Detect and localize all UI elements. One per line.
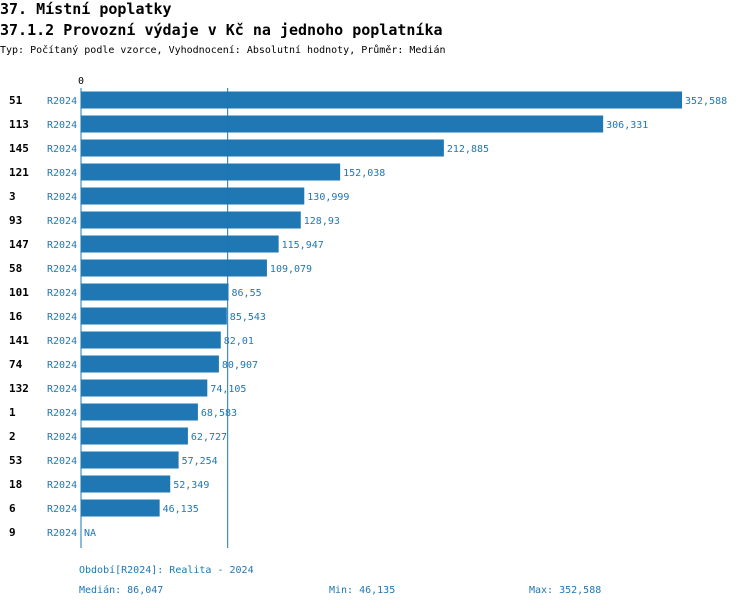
value-label: 115,947 [282,240,324,251]
value-label: 85,543 [230,312,266,323]
row-id-label: 141 [9,334,29,347]
data-bar [81,283,229,301]
value-label: 68,583 [201,408,237,419]
data-bar [81,355,219,373]
value-label: 46,135 [163,504,199,515]
row-id-label: 147 [9,238,29,251]
row-id-label: 145 [9,142,29,155]
row-id-label: 53 [9,454,22,467]
row-id-label: 2 [9,430,16,443]
data-bar [81,307,227,325]
row-id-label: 1 [9,406,16,419]
data-bar [81,499,160,517]
row-period-label: R2024 [47,216,77,227]
row-id-label: 132 [9,382,29,395]
value-label: 306,331 [606,120,648,131]
row-period-label: R2024 [47,480,77,491]
row-id-label: 58 [9,262,22,275]
row-id-label: 121 [9,166,29,179]
row-id-label: 113 [9,118,29,131]
data-bar [81,115,604,133]
row-period-label: R2024 [47,312,77,323]
data-bar [81,91,682,109]
data-bar [81,403,198,421]
footer-period: Období[R2024]: Realita - 2024 [79,565,254,576]
data-bar [81,331,221,349]
data-bar [81,139,444,157]
value-label: 80,907 [222,360,258,371]
value-label: 212,885 [447,144,489,155]
row-period-label: R2024 [47,504,77,515]
data-bar [81,211,301,229]
row-id-label: 3 [9,190,16,203]
row-period-label: R2024 [47,288,77,299]
data-bar [81,451,179,469]
value-label: 109,079 [270,264,312,275]
row-period-label: R2024 [47,240,77,251]
value-label: NA [84,528,96,539]
row-id-label: 51 [9,94,23,107]
chart-title: 37. Místní poplatky [0,0,172,18]
value-label: 152,038 [343,168,385,179]
row-id-label: 101 [9,286,29,299]
data-bar [81,427,188,445]
value-label: 62,727 [191,432,227,443]
value-label: 86,55 [232,288,262,299]
row-id-label: 9 [9,526,16,539]
footer-max: Max: 352,588 [529,585,602,596]
row-period-label: R2024 [47,144,77,155]
footer-median: Medián: 86,047 [79,585,164,596]
row-id-label: 6 [9,502,16,515]
value-label: 57,254 [182,456,218,467]
data-bar [81,475,171,493]
data-bar [81,379,208,397]
value-label: 352,588 [685,96,727,107]
row-id-label: 18 [9,478,22,491]
row-period-label: R2024 [47,360,77,371]
row-period-label: R2024 [47,408,77,419]
chart-description: Typ: Počítaný podle vzorce, Vyhodnocení:… [0,45,446,56]
row-period-label: R2024 [47,96,77,107]
data-bar [81,187,305,205]
chart-subtitle: 37.1.2 Provozní výdaje v Kč na jednoho p… [0,21,443,39]
row-id-label: 16 [9,310,23,323]
row-period-label: R2024 [47,168,77,179]
value-label: 130,999 [307,192,349,203]
row-period-label: R2024 [47,456,77,467]
value-label: 52,349 [173,480,209,491]
value-label: 82,01 [224,336,254,347]
row-period-label: R2024 [47,336,77,347]
axis-zero-label: 0 [78,76,84,87]
row-period-label: R2024 [47,120,77,131]
row-period-label: R2024 [47,192,77,203]
data-bar [81,259,267,277]
row-period-label: R2024 [47,264,77,275]
footer-min: Min: 46,135 [329,585,396,596]
data-bar [81,235,279,253]
data-bar [81,163,341,181]
row-period-label: R2024 [47,384,77,395]
value-label: 74,105 [210,384,246,395]
row-period-label: R2024 [47,528,77,539]
row-period-label: R2024 [47,432,77,443]
row-id-label: 93 [9,214,22,227]
value-label: 128,93 [304,216,340,227]
row-id-label: 74 [9,358,23,371]
